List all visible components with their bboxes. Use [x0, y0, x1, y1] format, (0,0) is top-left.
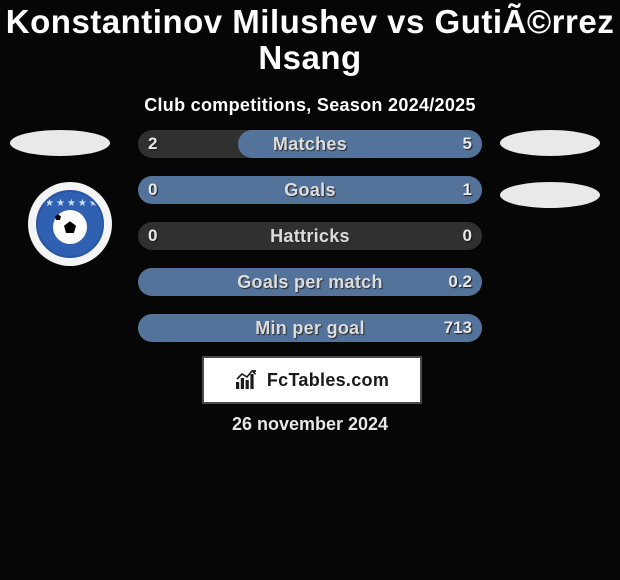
stat-row: Goals 0 1	[138, 176, 482, 204]
stat-row: Min per goal 713	[138, 314, 482, 342]
subtitle: Club competitions, Season 2024/2025	[0, 95, 620, 116]
date: 26 november 2024	[0, 414, 620, 435]
stat-value-right: 5	[463, 130, 472, 158]
stat-row: Goals per match 0.2	[138, 268, 482, 296]
page-title: Konstantinov Milushev vs GutiÃ©rrez Nsan…	[0, 4, 620, 77]
stat-value-left: 0	[148, 222, 157, 250]
stat-label: Hattricks	[270, 226, 350, 247]
bar-chart-icon	[235, 370, 259, 390]
stat-label: Goals	[284, 180, 336, 201]
stat-value-right: 0.2	[448, 268, 472, 296]
watermark-text: FcTables.com	[267, 370, 389, 391]
stat-label: Matches	[273, 134, 347, 155]
watermark-box: FcTables.com	[202, 356, 422, 404]
stat-label: Min per goal	[255, 318, 365, 339]
stat-value-right: 0	[463, 222, 472, 250]
stat-row: Matches 2 5	[138, 130, 482, 158]
stat-value-right: 713	[444, 314, 472, 342]
stat-value-left: 0	[148, 176, 157, 204]
stat-value-left: 2	[148, 130, 157, 158]
stat-row: Hattricks 0 0	[138, 222, 482, 250]
stat-label: Goals per match	[237, 272, 383, 293]
stat-value-right: 1	[463, 176, 472, 204]
comparison-infographic: Konstantinov Milushev vs GutiÃ©rrez Nsan…	[0, 4, 620, 580]
